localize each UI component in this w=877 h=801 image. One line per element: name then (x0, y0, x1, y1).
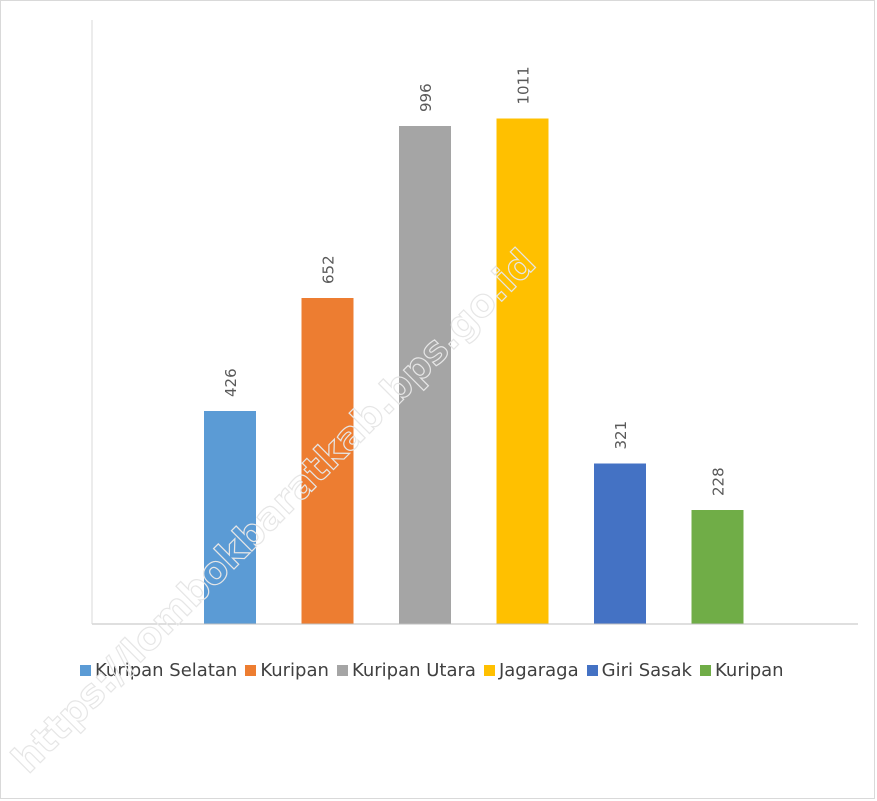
bar-value-label-1: 426 (222, 368, 240, 397)
legend-item-4: Jagaraga (483, 660, 579, 681)
legend-label-2: Kuripan (260, 660, 329, 681)
bars-layer: 426 652 996 1011 321 228 (204, 66, 744, 624)
legend-swatch-6 (700, 665, 711, 676)
bar-value-label-3: 996 (417, 83, 435, 112)
legend-item-5: Giri Sasak (586, 660, 692, 681)
bar-1 (204, 411, 256, 624)
bar-value-label-6: 228 (710, 467, 728, 496)
bar-3 (399, 126, 451, 624)
legend-swatch-4 (483, 665, 495, 676)
bar-value-label-2: 652 (320, 255, 338, 284)
legend-swatch-1 (80, 665, 91, 676)
legend-label-3: Kuripan Utara (351, 660, 476, 681)
legend-label-5: Giri Sasak (601, 660, 692, 681)
legend-swatch-5 (586, 665, 598, 676)
legend-swatch-3 (336, 665, 348, 676)
chart-legend: Kuripan Selatan Kuripan Kuripan Utara Jagar… (80, 660, 870, 681)
legend-item-6: Kuripan (700, 660, 784, 681)
bar-value-label-5: 321 (612, 421, 630, 450)
bar-6 (691, 510, 744, 624)
bar-4 (496, 118, 549, 624)
legend-label-6: Kuripan (715, 660, 784, 681)
legend-item-2: Kuripan (245, 660, 329, 681)
legend-item-1: Kuripan Selatan (80, 660, 237, 681)
bar-2 (301, 298, 354, 624)
legend-label-4: Jagaraga (498, 660, 579, 681)
bar-5 (594, 463, 646, 624)
legend-item-3: Kuripan Utara (336, 660, 476, 681)
bar-value-label-4: 1011 (515, 66, 533, 104)
legend-label-1: Kuripan Selatan (95, 660, 238, 681)
legend-swatch-2 (245, 665, 257, 676)
